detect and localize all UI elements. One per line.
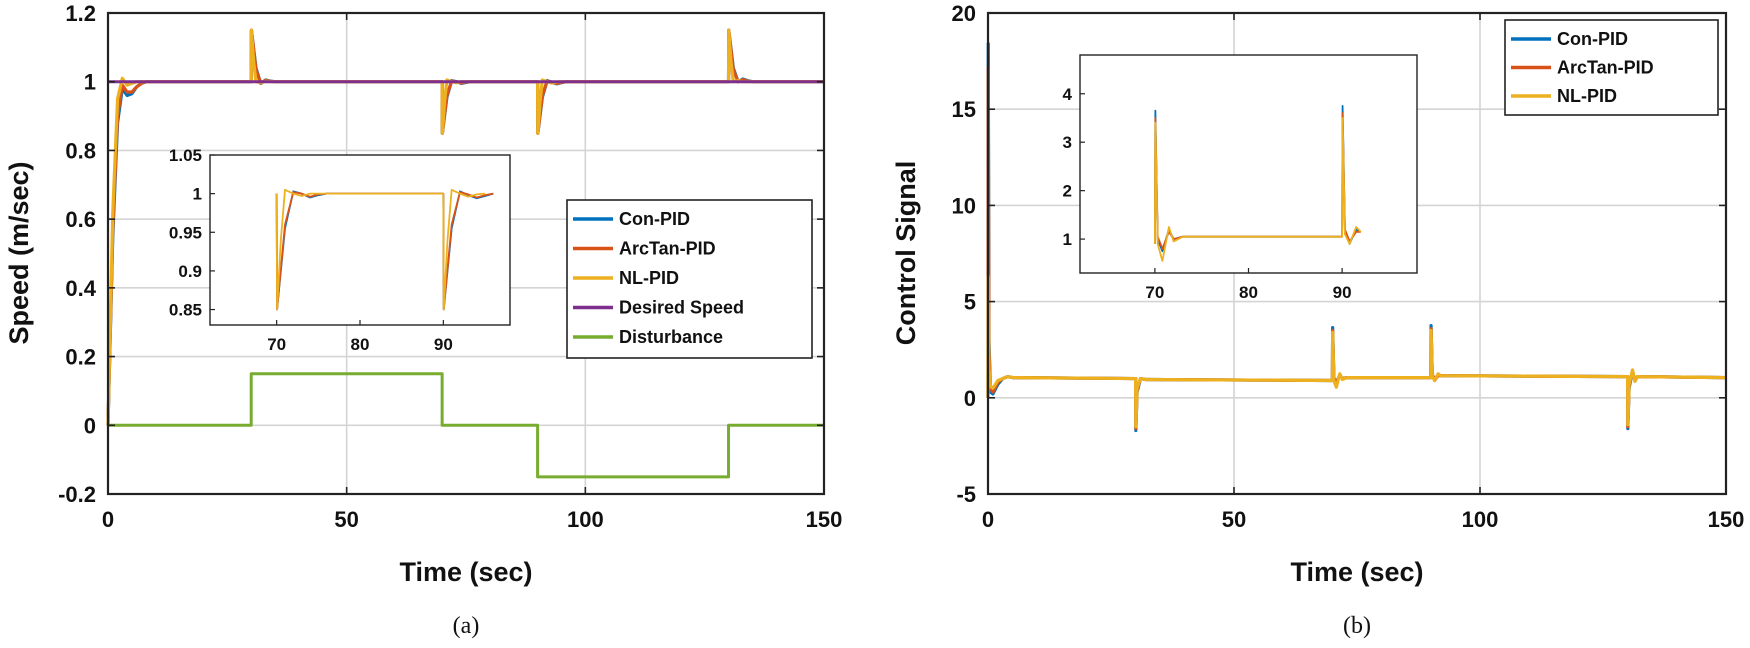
panel-a-inset-chart: 70 80 90 0.85 0.9 0.95 1 1.05 <box>169 146 511 354</box>
x-tick-label: 100 <box>567 507 604 532</box>
panel-a-y-axis-label: Speed (m/sec) <box>4 161 34 344</box>
legend-label-disturbance: Disturbance <box>619 327 723 347</box>
legend-item-disturbance: Disturbance <box>573 327 723 347</box>
legend-item-con-pid: Con-PID <box>573 209 690 229</box>
legend-item-nl-pid: NL-PID <box>573 268 679 288</box>
x-tick-label: 100 <box>1462 507 1499 532</box>
legend-label-nl-pid: NL-PID <box>1557 86 1617 106</box>
legend-label-arctan-pid: ArcTan-PID <box>1557 58 1654 78</box>
panel-a-speed-chart: 0 50 100 150 -0.200.20.40.60.811.2 Time (se… <box>4 1 842 639</box>
panel-a-x-ticks: 0 50 100 150 <box>102 13 842 532</box>
y-tick-label: 15 <box>952 97 976 122</box>
legend-item-con-pid: Con-PID <box>1511 29 1628 49</box>
inset-y-tick-label: 1.05 <box>169 146 202 165</box>
panel-a-caption: (a) <box>453 613 480 639</box>
y-tick-label: 1.2 <box>65 1 96 26</box>
inset-y-tick-label: 1 <box>1063 230 1072 249</box>
y-tick-label: -5 <box>956 482 976 507</box>
x-tick-label: 150 <box>1708 507 1745 532</box>
panel-b-series <box>986 42 1727 433</box>
panel-a-inset-background <box>210 155 510 325</box>
panel-a-inset-y-ticks: 0.85 0.9 0.95 1 1.05 <box>169 146 215 320</box>
x-tick-label: 50 <box>334 507 358 532</box>
x-tick-label: 50 <box>1222 507 1246 532</box>
legend-label-desired-speed: Desired Speed <box>619 298 744 318</box>
x-tick-label: 0 <box>102 507 114 532</box>
panel-b-inset-y-ticks: 1 2 3 4 <box>1063 85 1085 249</box>
panel-b-y-axis-label: Control Signal <box>891 161 921 346</box>
legend-label-nl-pid: NL-PID <box>619 268 679 288</box>
panel-b-frame <box>986 11 1728 496</box>
y-tick-label: 0 <box>964 386 976 411</box>
inset-x-tick-label: 70 <box>1145 283 1164 302</box>
y-tick-label: 1 <box>84 70 96 95</box>
panel-a-y-ticks: -0.2 0 0.2 0.4 0.6 0.8 1 1.2 <box>58 1 824 507</box>
inset-x-tick-label: 70 <box>267 335 286 354</box>
y-tick-label: 0.8 <box>65 138 96 163</box>
y-tick-label: 0 <box>84 413 96 438</box>
inset-y-tick-label: 0.85 <box>169 301 202 320</box>
inset-y-tick-label: 1 <box>193 185 202 204</box>
series-line-nl-pid <box>986 274 1727 429</box>
y-tick-label: 0.6 <box>65 207 96 232</box>
legend-item-arctan-pid: ArcTan-PID <box>573 239 716 259</box>
panel-b-legend-box <box>1504 19 1719 116</box>
y-tick-label: 10 <box>952 193 976 218</box>
inset-y-tick-label: 0.9 <box>178 262 202 281</box>
x-tick-label: 0 <box>982 507 994 532</box>
panel-b-inset-background <box>1080 55 1417 273</box>
panel-a-series <box>106 28 824 479</box>
y-tick-label: 0.4 <box>65 276 96 301</box>
inset-x-tick-label: 80 <box>351 335 370 354</box>
inset-y-tick-label: 2 <box>1063 182 1072 201</box>
legend-label-arctan-pid: ArcTan-PID <box>619 239 716 259</box>
inset-series-line-nl-pid <box>275 188 486 311</box>
panel-a-inset-x-ticks: 70 80 90 <box>267 320 453 354</box>
y-tick-label: 5 <box>964 290 976 315</box>
legend-label-con-pid: Con-PID <box>619 209 690 229</box>
inset-y-tick-label: 4 <box>1063 85 1073 104</box>
panel-a-x-axis-label: Time (sec) <box>399 557 532 587</box>
y-tick-label: 20 <box>952 1 976 26</box>
panel-a-frame <box>106 11 826 496</box>
x-tick-label: 150 <box>806 507 843 532</box>
y-tick-label: -0.2 <box>58 482 96 507</box>
panel-b-y-ticks: -5 0 5 10 15 20 <box>952 1 1726 507</box>
inset-y-tick-label: 0.95 <box>169 223 202 242</box>
inset-series-line-nl-pid <box>1153 117 1362 262</box>
legend-item-nl-pid: NL-PID <box>1511 86 1617 106</box>
panel-b-x-axis-label: Time (sec) <box>1290 557 1423 587</box>
legend-label-con-pid: Con-PID <box>1557 29 1628 49</box>
panel-b-inset-series <box>1153 104 1362 262</box>
legend-item-arctan-pid: ArcTan-PID <box>1511 58 1654 78</box>
inset-x-tick-label: 90 <box>434 335 453 354</box>
inset-y-tick-label: 3 <box>1063 133 1072 152</box>
y-tick-label: 0.2 <box>65 345 96 370</box>
inset-x-tick-label: 90 <box>1333 283 1352 302</box>
series-line-disturbance <box>108 372 824 479</box>
panel-b-legend: Con-PID ArcTan-PID NL-PID <box>1504 19 1719 116</box>
panel-b-x-ticks: 0 50 100 150 <box>982 13 1744 532</box>
panel-a-legend: Con-PID ArcTan-PID NL-PID Desired Speed Dist… <box>566 199 813 359</box>
inset-x-tick-label: 80 <box>1239 283 1258 302</box>
panel-a-inset-series <box>275 188 494 311</box>
panel-b-caption: (b) <box>1343 613 1371 639</box>
panel-b-inset-x-ticks: 70 80 90 <box>1145 268 1352 302</box>
legend-item-desired-speed: Desired Speed <box>573 298 744 318</box>
panel-b-inset-chart: 70 80 90 1 2 3 4 <box>1063 54 1418 302</box>
